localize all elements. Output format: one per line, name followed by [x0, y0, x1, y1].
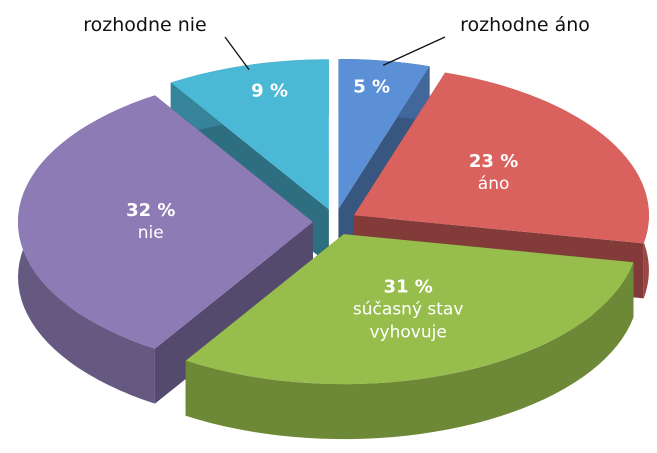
slice	[170, 59, 329, 210]
data-label: 31 % súčasný stav vyhovuje	[333, 275, 483, 344]
value-label: 9 %	[251, 80, 288, 102]
leader-line	[382, 36, 446, 66]
category-label: nie	[137, 223, 164, 243]
slice-side	[185, 262, 634, 440]
data-label: 23 % áno	[419, 150, 569, 196]
slice	[338, 58, 430, 209]
leader-line	[224, 36, 250, 70]
category-label: súčasný stav vyhovuje	[352, 299, 464, 343]
category-label: rozhodne áno	[460, 14, 590, 36]
slice	[185, 234, 634, 385]
category-label: áno	[477, 174, 510, 195]
slice	[353, 72, 649, 244]
value-label: 23 %	[468, 151, 519, 173]
value-label: 5 %	[353, 76, 391, 98]
value-label: 32 %	[126, 200, 176, 221]
category-label: rozhodne nie	[83, 14, 207, 36]
value-label: 31 %	[383, 276, 433, 298]
data-label: 5 %	[297, 76, 447, 99]
slice	[17, 95, 314, 349]
data-label: 32 % nie	[76, 199, 226, 245]
data-label: 9 %	[195, 79, 345, 102]
